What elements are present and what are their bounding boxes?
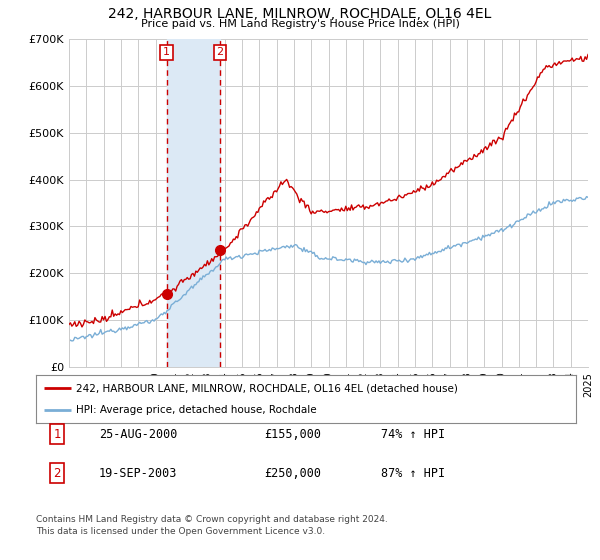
Text: Price paid vs. HM Land Registry's House Price Index (HPI): Price paid vs. HM Land Registry's House … [140,19,460,29]
Text: 242, HARBOUR LANE, MILNROW, ROCHDALE, OL16 4EL: 242, HARBOUR LANE, MILNROW, ROCHDALE, OL… [109,7,491,21]
Text: 25-AUG-2000: 25-AUG-2000 [99,427,178,441]
Text: Contains HM Land Registry data © Crown copyright and database right 2024.: Contains HM Land Registry data © Crown c… [36,515,388,524]
Bar [167,39,220,367]
Text: 1: 1 [163,48,170,57]
Text: 87% ↑ HPI: 87% ↑ HPI [381,466,445,480]
Text: 2: 2 [53,466,61,480]
Text: 1: 1 [53,427,61,441]
Text: 74% ↑ HPI: 74% ↑ HPI [381,427,445,441]
Text: 242, HARBOUR LANE, MILNROW, ROCHDALE, OL16 4EL (detached house): 242, HARBOUR LANE, MILNROW, ROCHDALE, OL… [77,383,458,393]
Text: £250,000: £250,000 [264,466,321,480]
Text: HPI: Average price, detached house, Rochdale: HPI: Average price, detached house, Roch… [77,405,317,415]
Text: 19-SEP-2003: 19-SEP-2003 [99,466,178,480]
Text: 2: 2 [216,48,223,57]
Text: This data is licensed under the Open Government Licence v3.0.: This data is licensed under the Open Gov… [36,528,325,536]
Text: £155,000: £155,000 [264,427,321,441]
